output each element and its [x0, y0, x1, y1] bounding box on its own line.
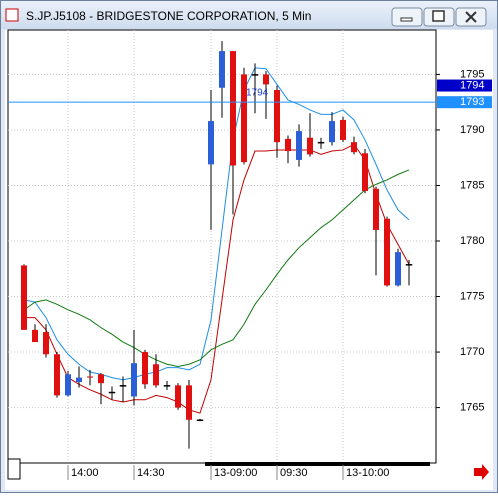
y-tick-label: 1765: [460, 401, 484, 413]
candle-body: [43, 332, 49, 355]
price-label: 1794: [460, 79, 484, 91]
chart-annotation: 1794: [246, 88, 269, 99]
price-label-box: [437, 79, 492, 92]
candle-body: [98, 374, 104, 384]
minimize-button[interactable]: [391, 7, 423, 27]
candle-body: [251, 74, 259, 76]
candle-body: [87, 376, 93, 378]
candle-body: [153, 364, 159, 386]
x-tick-label: 13-09:00: [214, 467, 257, 479]
window-title: S.JP.J5108 - BRIDGESTONE CORPORATION, 5 …: [26, 9, 311, 23]
candle-body: [329, 121, 335, 143]
moving-average-line: [23, 169, 410, 368]
x-tick-label: 13-10:00: [346, 467, 389, 479]
y-tick-label: 1775: [460, 290, 484, 302]
candle-body: [230, 51, 236, 166]
candle-body: [21, 265, 27, 330]
chart-background: [5, 30, 493, 490]
candle-body: [196, 419, 204, 422]
candle-body: [296, 131, 302, 160]
y-tick-label: 1780: [460, 235, 484, 247]
candle-body: [175, 385, 181, 408]
scroll-box[interactable]: [7, 458, 21, 480]
candle-body: [241, 74, 247, 163]
candle-body: [131, 363, 137, 397]
y-tick-label: 1770: [460, 346, 484, 358]
candle-body: [54, 354, 60, 396]
close-button[interactable]: [455, 7, 487, 27]
candle-body: [108, 391, 116, 394]
candle-body: [219, 51, 225, 88]
moving-average-line: [23, 67, 410, 381]
candle-body: [274, 89, 280, 143]
candle-body: [186, 385, 192, 420]
scroll-arrow[interactable]: [474, 464, 489, 480]
candle-body: [65, 374, 71, 396]
candle-body: [307, 137, 313, 155]
scroll-marker: [205, 462, 430, 466]
candle-body: [76, 377, 82, 383]
candle-body: [317, 141, 325, 144]
y-tick-label: 1795: [460, 68, 484, 80]
candle-body: [263, 74, 269, 85]
candle-body: [405, 264, 413, 266]
candle-body: [384, 218, 390, 286]
x-tick-label: 14:00: [71, 467, 99, 479]
maximize-button[interactable]: [423, 7, 455, 27]
price-label: 1793: [460, 96, 484, 108]
candle-body: [340, 119, 346, 140]
candle-body: [119, 385, 127, 387]
candle-body: [362, 153, 368, 192]
y-tick-label: 1790: [460, 124, 484, 136]
x-tick-label: 14:30: [137, 467, 165, 479]
y-tick-label: 1785: [460, 179, 484, 191]
candle-body: [395, 252, 401, 286]
candle-body: [163, 385, 171, 387]
window-icon: [5, 8, 19, 22]
candle-body: [373, 188, 379, 230]
candle-body: [32, 329, 38, 343]
candle-body: [208, 121, 214, 165]
x-tick-label: 09:30: [280, 467, 308, 479]
moving-average-line: [24, 143, 410, 414]
price-label-box: [437, 96, 492, 109]
candle-body: [351, 142, 357, 153]
candle-body: [285, 138, 291, 152]
candle-body: [142, 352, 148, 385]
